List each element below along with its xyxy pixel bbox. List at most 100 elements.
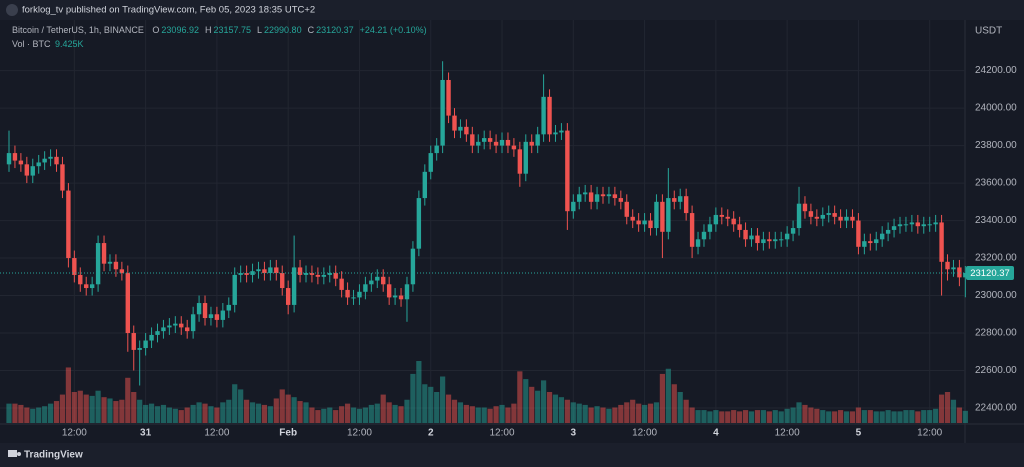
candle-body bbox=[220, 310, 226, 320]
candle-body bbox=[725, 216, 730, 219]
volume-bar bbox=[665, 368, 671, 423]
candle-body bbox=[470, 134, 475, 146]
y-tick-label: 22800.00 bbox=[975, 328, 1017, 339]
volume-bar bbox=[826, 411, 832, 423]
candle-body bbox=[695, 239, 701, 247]
candle-body bbox=[458, 126, 463, 131]
volume-bar bbox=[71, 392, 77, 423]
volume-bar bbox=[861, 410, 867, 423]
volume-bar bbox=[30, 408, 36, 423]
volume-bar bbox=[428, 386, 434, 423]
volume-bar bbox=[754, 410, 761, 423]
volume-bar bbox=[778, 411, 784, 423]
volume-bar bbox=[95, 390, 101, 423]
volume-bar bbox=[422, 384, 428, 423]
candle-body bbox=[446, 79, 451, 116]
candle-body bbox=[280, 273, 285, 289]
x-tick-label: 3 bbox=[571, 428, 577, 439]
volume-bar bbox=[226, 399, 232, 423]
volume-bar bbox=[802, 404, 808, 423]
candle-body bbox=[202, 303, 208, 319]
candle-body bbox=[196, 303, 202, 315]
candle-body bbox=[784, 233, 790, 240]
candle-body bbox=[107, 261, 113, 264]
legend-value: 23096.92 bbox=[161, 25, 199, 35]
candle-body bbox=[422, 171, 427, 199]
volume-bar bbox=[202, 403, 208, 423]
candle-body bbox=[440, 79, 445, 146]
volume-bar bbox=[612, 407, 618, 423]
candle-body bbox=[303, 273, 309, 275]
volume-bar bbox=[333, 410, 339, 423]
x-tick-label: 12:00 bbox=[62, 428, 87, 439]
volume-bar bbox=[517, 371, 523, 423]
volume-bar bbox=[523, 379, 529, 423]
volume-bar bbox=[184, 407, 190, 423]
legend-change: +24.21 (+0.10%) bbox=[359, 25, 427, 35]
candle-body bbox=[773, 239, 778, 242]
volume-bar bbox=[618, 404, 624, 423]
candle-body bbox=[796, 203, 802, 229]
candle-body bbox=[612, 194, 618, 199]
x-tick-label: 12:00 bbox=[490, 428, 515, 439]
volume-bar bbox=[820, 410, 826, 423]
candle-body bbox=[856, 220, 861, 247]
candle-body bbox=[375, 276, 380, 281]
candle-body bbox=[713, 214, 719, 225]
volume-bar bbox=[137, 399, 143, 423]
volume-bar bbox=[327, 407, 333, 423]
volume-bar bbox=[77, 390, 83, 423]
symbol: Bitcoin / TetherUS, 1h, BINANCE bbox=[12, 25, 144, 35]
brand: TradingView bbox=[24, 450, 83, 461]
volume-bar bbox=[362, 407, 368, 423]
candle-body bbox=[814, 216, 820, 219]
volume-bar bbox=[624, 402, 630, 423]
top-bar bbox=[0, 0, 1024, 20]
x-tick-label: Feb bbox=[279, 428, 297, 439]
volume-bar bbox=[838, 410, 844, 423]
candle-body bbox=[547, 96, 552, 135]
volume-bar bbox=[47, 403, 54, 423]
candle-body bbox=[149, 334, 154, 341]
candle-body bbox=[285, 288, 291, 305]
candle-body bbox=[244, 273, 249, 275]
volume-bar bbox=[582, 404, 588, 423]
volume-bar bbox=[303, 402, 309, 423]
candle-body bbox=[660, 201, 665, 232]
candle-body bbox=[588, 192, 594, 202]
volume-bar bbox=[950, 399, 957, 423]
candle-body bbox=[476, 141, 481, 146]
x-tick-label: 2 bbox=[428, 428, 434, 439]
candle-body bbox=[927, 224, 932, 226]
candle-body bbox=[119, 269, 125, 274]
x-tick-label: 12:00 bbox=[632, 428, 657, 439]
candle-body bbox=[606, 194, 612, 197]
volume-bar bbox=[475, 407, 481, 423]
volume-bar bbox=[416, 361, 422, 423]
volume-bar bbox=[772, 410, 778, 423]
publisher: forklog_tv published on TradingView.com,… bbox=[22, 5, 315, 16]
volume-bar bbox=[148, 403, 155, 423]
volume-bar bbox=[12, 403, 18, 423]
candle-body bbox=[535, 134, 540, 146]
candle-body bbox=[161, 327, 166, 332]
candle-body bbox=[321, 274, 327, 277]
volume-bar bbox=[808, 407, 814, 423]
volume-bar bbox=[457, 402, 464, 423]
volume-bar bbox=[873, 411, 879, 423]
volume-bar bbox=[249, 402, 256, 423]
volume-bar bbox=[434, 392, 440, 423]
candle-body bbox=[957, 267, 962, 278]
x-tick-label: 12:00 bbox=[917, 428, 942, 439]
candle-body bbox=[565, 130, 570, 212]
volume-bar bbox=[962, 410, 968, 423]
candle-body bbox=[963, 272, 968, 278]
volume-bar bbox=[689, 407, 695, 423]
volume-bar bbox=[107, 398, 113, 423]
candle-body bbox=[879, 233, 885, 240]
candle-body bbox=[297, 267, 303, 275]
candle-body bbox=[642, 220, 647, 225]
candle-body bbox=[749, 235, 754, 240]
candle-body bbox=[327, 273, 332, 275]
